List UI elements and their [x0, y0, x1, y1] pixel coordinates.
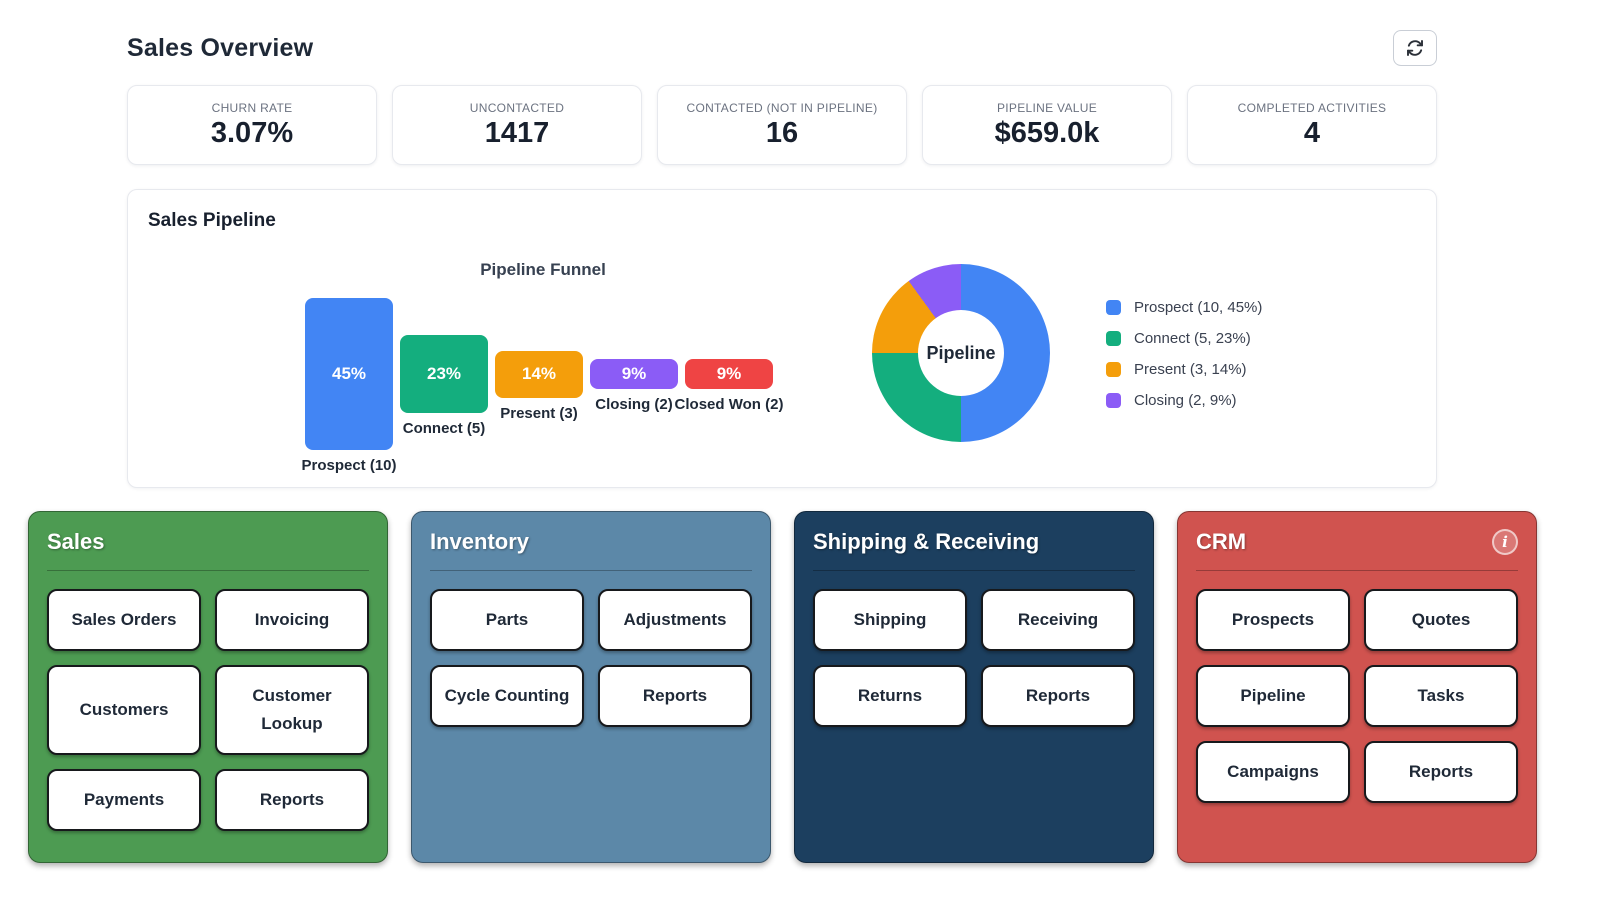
legend-swatch	[1106, 361, 1121, 377]
crm-button-reports[interactable]: Reports	[1364, 741, 1518, 804]
sales-button-invoicing[interactable]: Invoicing	[215, 589, 369, 652]
sales-button-customer-lookup[interactable]: Customer Lookup	[215, 665, 369, 756]
module-card-sales: Sales Sales Orders Invoicing Customers Custo…	[28, 511, 388, 864]
stat-label: COMPLETED ACTIVITIES	[1237, 101, 1387, 115]
modules-row: Sales Sales Orders Invoicing Customers Custo…	[28, 511, 1537, 864]
crm-button-campaigns[interactable]: Campaigns	[1196, 741, 1350, 804]
module-button-grid: Sales Orders Invoicing Customers Customer L…	[47, 589, 369, 832]
module-card-inventory: Inventory Parts Adjustments Cycle Counting R…	[411, 511, 771, 864]
donut-center-label: Pipeline	[926, 342, 996, 363]
stats-row: CHURN RATE 3.07% UNCONTACTED 1417 CONTACTED …	[127, 85, 1437, 166]
stat-value: 3.07%	[210, 117, 294, 149]
refresh-icon	[1405, 38, 1425, 58]
module-divider	[1196, 570, 1518, 572]
stat-label: UNCONTACTED	[469, 101, 565, 115]
stat-value: $659.0k	[994, 117, 1100, 149]
funnel-bar: 23% Connect (5)	[400, 335, 488, 437]
stat-value: 4	[1303, 117, 1321, 149]
sales-button-reports[interactable]: Reports	[215, 769, 369, 832]
donut-chart: Pipeline	[872, 264, 1050, 443]
module-card-shipping-receiving: Shipping & Receiving Shipping Receiving Ret…	[794, 511, 1154, 864]
legend-item: Closing (2, 9%)	[1106, 391, 1262, 409]
dashboard-page: Sales Overview CHURN RATE 3.07% UNCONTACTE…	[28, 30, 1537, 864]
stat-card: CONTACTED (NOT IN PIPELINE) 16	[657, 85, 907, 166]
funnel-bar: 9% Closed Won (2)	[675, 359, 783, 413]
stat-card: COMPLETED ACTIVITIES 4	[1187, 85, 1437, 166]
legend-label: Connect (5, 23%)	[1134, 329, 1251, 347]
legend-label: Prospect (10, 45%)	[1134, 298, 1263, 316]
module-button-grid: Prospects Quotes Pipeline Tasks Campaigns Rep…	[1196, 589, 1518, 804]
page-header: Sales Overview	[127, 30, 1437, 66]
donut-hole: Pipeline	[918, 310, 1004, 397]
funnel-bar-value: 14%	[521, 364, 557, 384]
sales-button-payments[interactable]: Payments	[47, 769, 201, 832]
stat-label: CONTACTED (NOT IN PIPELINE)	[686, 101, 878, 115]
refresh-button[interactable]	[1393, 30, 1437, 66]
legend-swatch	[1106, 330, 1121, 346]
inventory-button-reports[interactable]: Reports	[598, 665, 752, 728]
module-title: Sales	[47, 529, 105, 555]
crm-button-quotes[interactable]: Quotes	[1364, 589, 1518, 652]
stat-label: CHURN RATE	[211, 101, 293, 115]
inventory-button-cycle-counting[interactable]: Cycle Counting	[430, 665, 584, 728]
legend-item: Present (3, 14%)	[1106, 360, 1262, 378]
module-card-crm: CRM i Prospects Quotes Pipeline Tasks Campaign…	[1177, 511, 1537, 864]
funnel-bar-value: 9%	[621, 364, 647, 384]
module-header: Inventory	[430, 529, 752, 555]
funnel-bar-category: Closed Won (2)	[674, 396, 784, 414]
stat-value: 1417	[484, 117, 550, 149]
funnel-bar-value: 45%	[331, 364, 367, 384]
funnel-bar-category: Present (3)	[500, 404, 578, 422]
legend-swatch	[1106, 392, 1121, 408]
stat-card: PIPELINE VALUE $659.0k	[922, 85, 1172, 166]
stat-value: 16	[765, 117, 799, 149]
sales-pipeline-panel: Sales Pipeline Pipeline Funnel 45% Prospe…	[127, 189, 1437, 489]
sales-button-sales-orders[interactable]: Sales Orders	[47, 589, 201, 652]
funnel-chart: 45% Prospect (10) 23% Connect (5) 14% Present…	[301, 289, 783, 474]
stat-card: CHURN RATE 3.07%	[127, 85, 377, 166]
inventory-button-adjustments[interactable]: Adjustments	[598, 589, 752, 652]
module-title: CRM	[1196, 529, 1247, 555]
stat-label: PIPELINE VALUE	[996, 101, 1098, 115]
legend-item: Prospect (10, 45%)	[1106, 298, 1262, 316]
module-button-grid: Parts Adjustments Cycle Counting Reports	[430, 589, 752, 728]
crm-button-pipeline[interactable]: Pipeline	[1196, 665, 1350, 728]
crm-button-prospects[interactable]: Prospects	[1196, 589, 1350, 652]
shipping-receiving-button-shipping[interactable]: Shipping	[813, 589, 967, 652]
panel-title: Sales Pipeline	[148, 210, 276, 232]
funnel-bar-category: Connect (5)	[402, 420, 486, 438]
shipping-receiving-button-reports[interactable]: Reports	[981, 665, 1135, 728]
funnel-bar: 9% Closing (2)	[590, 359, 678, 413]
inventory-button-parts[interactable]: Parts	[430, 589, 584, 652]
module-header: CRM i	[1196, 529, 1518, 556]
page-title: Sales Overview	[127, 33, 314, 62]
module-divider	[47, 570, 369, 572]
module-title: Inventory	[430, 529, 530, 555]
module-divider	[430, 570, 752, 572]
funnel-bar-category: Closing (2)	[595, 396, 673, 414]
info-icon[interactable]: i	[1492, 529, 1518, 556]
module-button-grid: Shipping Receiving Returns Reports	[813, 589, 1135, 728]
funnel-bar-value: 23%	[426, 364, 462, 384]
legend-item: Connect (5, 23%)	[1106, 329, 1262, 347]
module-title: Shipping & Receiving	[813, 529, 1040, 555]
funnel-bar: 14% Present (3)	[495, 350, 583, 422]
legend-label: Closing (2, 9%)	[1134, 391, 1237, 409]
module-header: Sales	[47, 529, 369, 555]
legend-swatch	[1106, 299, 1121, 315]
funnel-chart-title: Pipeline Funnel	[480, 260, 606, 280]
shipping-receiving-button-receiving[interactable]: Receiving	[981, 589, 1135, 652]
module-divider	[813, 570, 1135, 572]
legend-label: Present (3, 14%)	[1134, 360, 1247, 378]
sales-button-customers[interactable]: Customers	[47, 665, 201, 756]
module-header: Shipping & Receiving	[813, 529, 1135, 555]
shipping-receiving-button-returns[interactable]: Returns	[813, 665, 967, 728]
funnel-bar-value: 9%	[716, 364, 742, 384]
funnel-bar: 45% Prospect (10)	[301, 298, 397, 474]
stat-card: UNCONTACTED 1417	[392, 85, 642, 166]
crm-button-tasks[interactable]: Tasks	[1364, 665, 1518, 728]
funnel-bar-category: Prospect (10)	[301, 457, 397, 475]
donut-legend: Prospect (10, 45%) Connect (5, 23%) Presen…	[1106, 298, 1262, 422]
